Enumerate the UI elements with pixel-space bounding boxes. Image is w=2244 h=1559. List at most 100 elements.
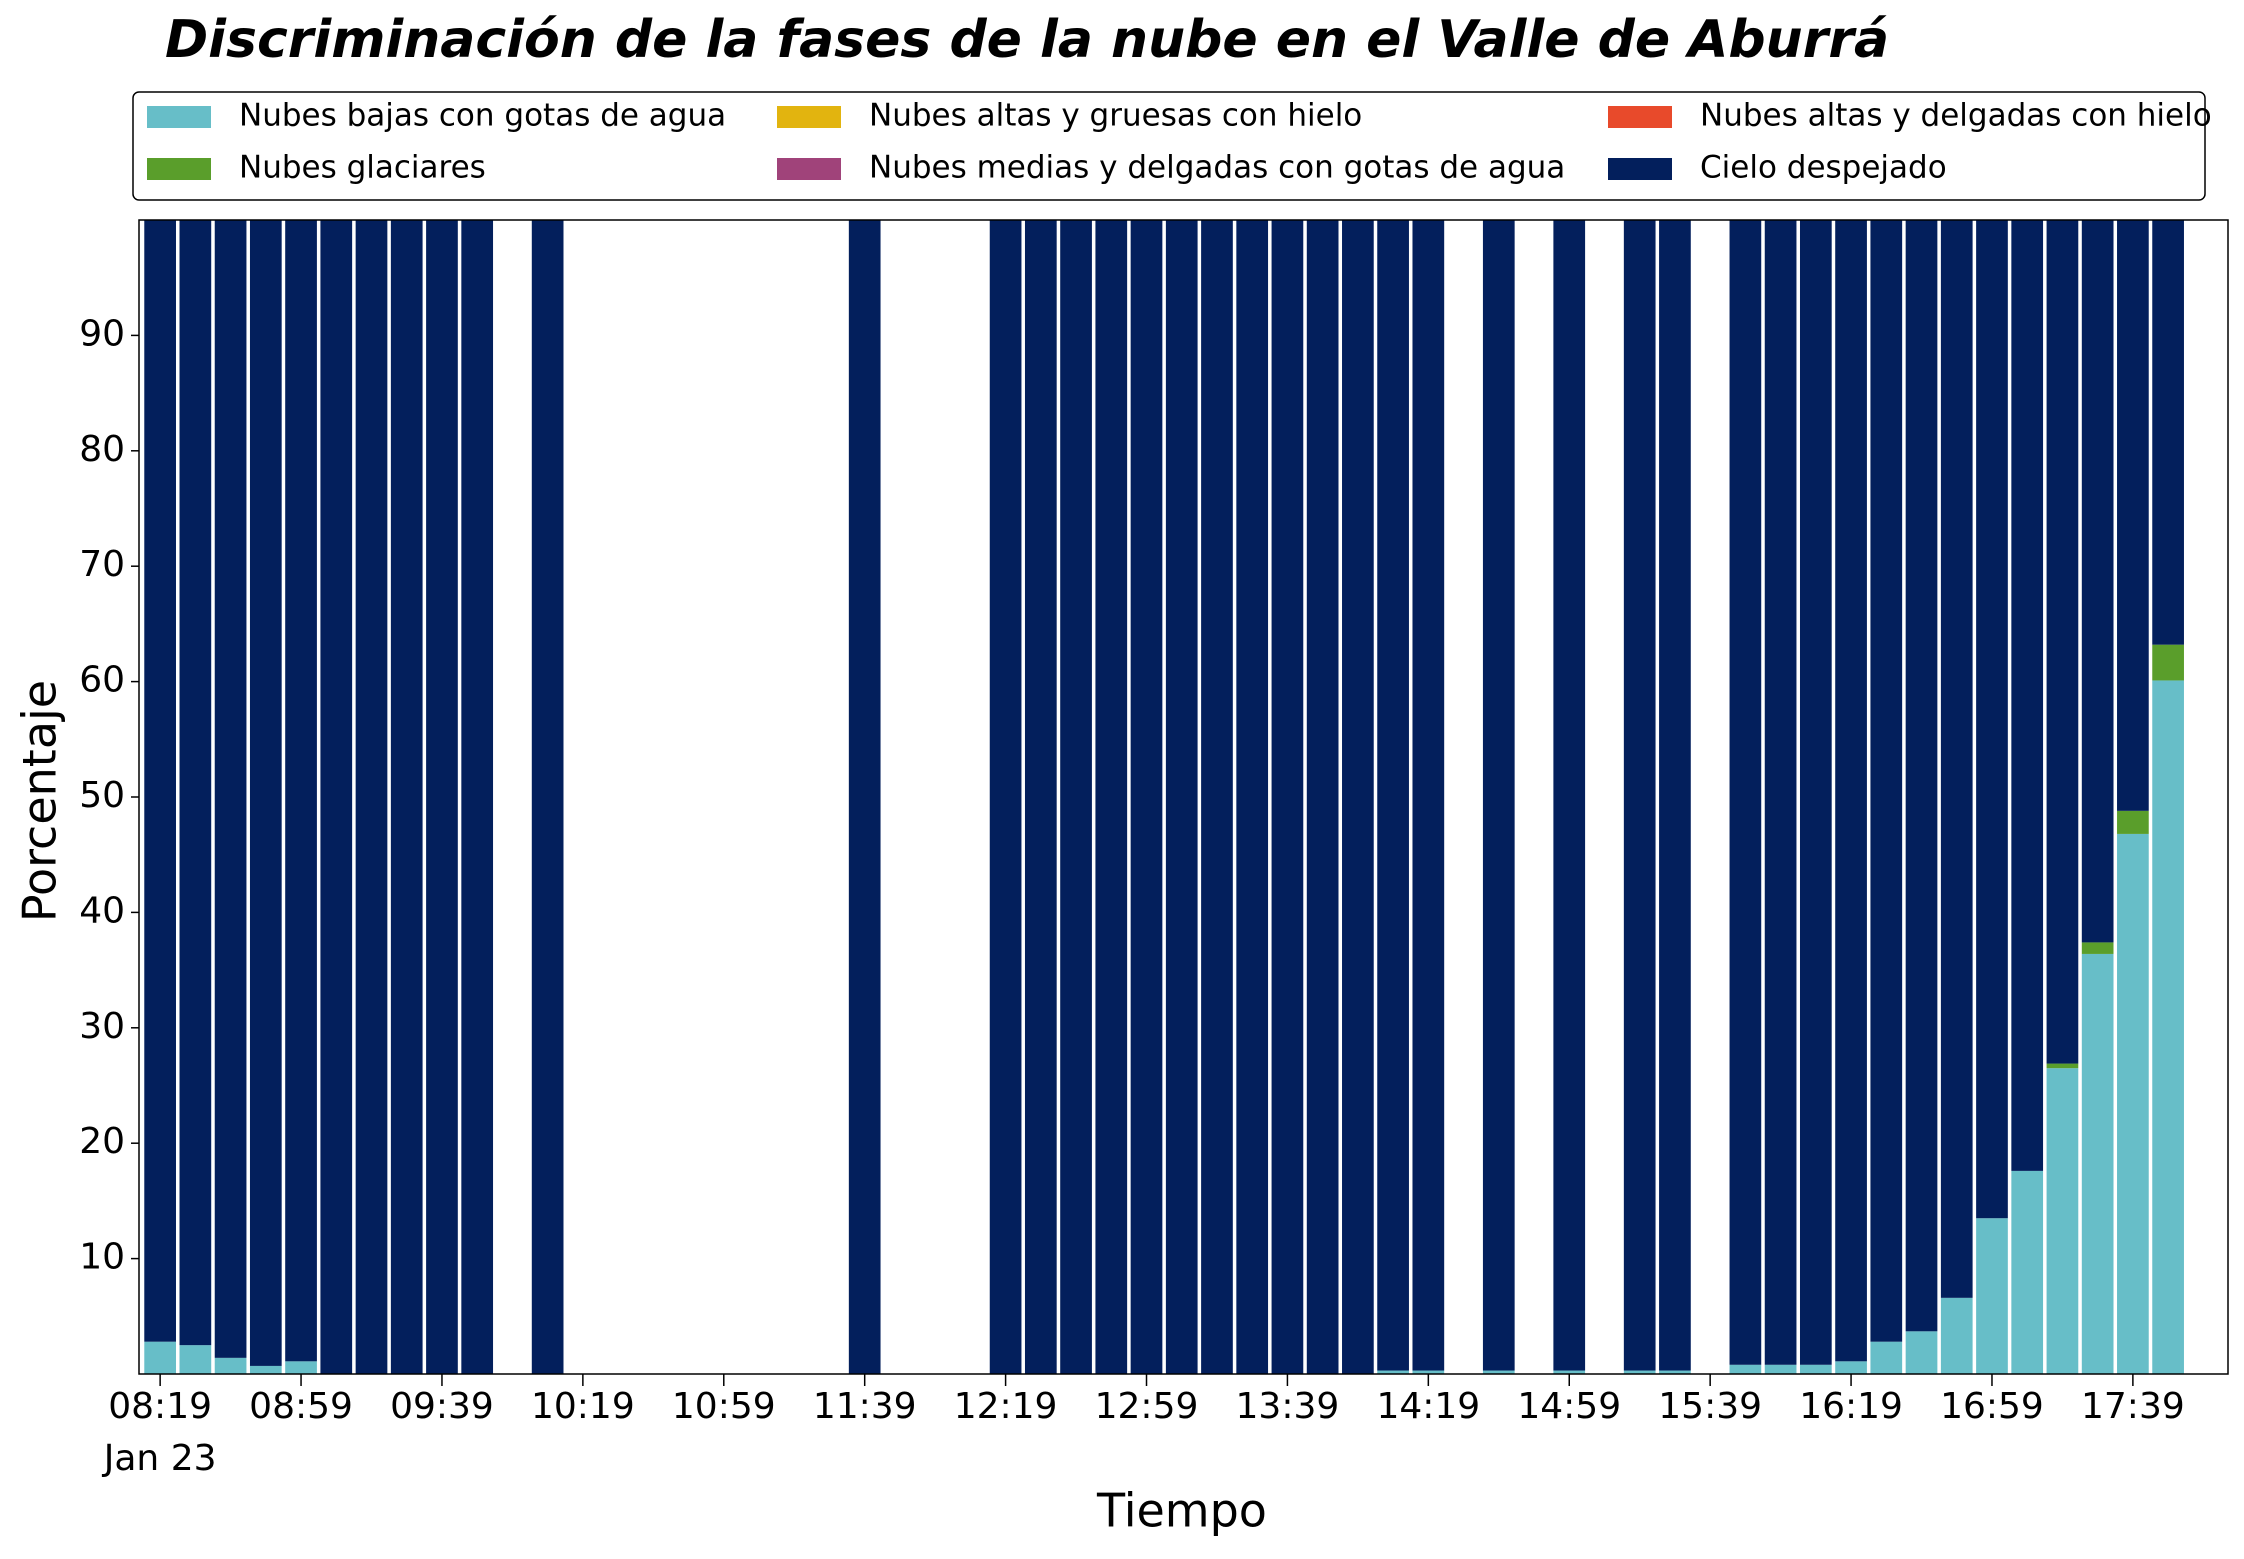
y-tick-label: 40 — [79, 890, 125, 931]
bar-segment — [2081, 942, 2114, 954]
bar-segment — [2011, 1170, 2044, 1374]
bar-segment — [1976, 1218, 2008, 1374]
bar-segment — [1799, 1364, 1832, 1374]
legend-swatch — [1608, 158, 1672, 180]
y-tick-label: 60 — [79, 660, 125, 701]
legend-label: Nubes medias y delgadas con gotas de agu… — [869, 150, 1565, 186]
y-axis-label: Porcentaje — [13, 680, 67, 922]
bar-segment — [2046, 1068, 2079, 1374]
bar-segment — [1306, 220, 1339, 1374]
bar-segment — [1482, 1370, 1515, 1374]
y-tick-label: 80 — [79, 429, 125, 470]
bar-segment — [1623, 220, 1656, 1371]
bar-segment — [1236, 220, 1269, 1374]
x-tick-label: 16:59 — [1940, 1386, 2044, 1427]
bar-segment — [1764, 220, 1797, 1365]
bar-segment — [1060, 220, 1092, 1374]
x-tick-label: 08:59 — [249, 1386, 353, 1427]
bar-segment — [2117, 220, 2149, 811]
bar-segment — [461, 220, 494, 1374]
x-tick-label: 13:39 — [1236, 1386, 1340, 1427]
bar-segment — [1271, 220, 1304, 1374]
legend-swatch — [147, 106, 211, 128]
bar-segment — [179, 220, 212, 1346]
bar-segment — [1940, 1297, 1973, 1374]
bar-segment — [1976, 220, 2008, 1219]
bar-segment — [1905, 220, 1938, 1332]
y-tick-label: 10 — [79, 1237, 125, 1278]
bar-segment — [179, 1345, 212, 1374]
bar-segment — [2152, 644, 2184, 681]
bar-segment — [1870, 220, 1903, 1342]
bar-segment — [2117, 810, 2149, 834]
x-tick-label: 14:19 — [1376, 1386, 1480, 1427]
x-tick-label: 08:19 — [108, 1386, 212, 1427]
bar-segment — [285, 220, 317, 1362]
plot-frame — [138, 219, 2229, 1375]
x-tick-label: 09:39 — [390, 1386, 494, 1427]
bar-segment — [2046, 220, 2079, 1064]
x-tick-label: 17:39 — [2081, 1386, 2185, 1427]
y-tick-label: 90 — [79, 313, 125, 354]
bar-segment — [426, 220, 458, 1374]
bar-segment — [1623, 1370, 1656, 1374]
bar-segment — [1482, 220, 1515, 1371]
bar-segment — [1729, 1364, 1762, 1374]
bar-segment — [1130, 220, 1163, 1374]
x-tick-label: 12:59 — [1095, 1386, 1199, 1427]
bar-segment — [1659, 220, 1691, 1371]
bar-segment — [249, 1365, 282, 1374]
bar-segment — [2152, 680, 2184, 1374]
bar-segment — [1799, 220, 1832, 1365]
bar-segment — [1412, 220, 1445, 1371]
x-tick-label: 11:39 — [813, 1386, 917, 1427]
bar-segment — [1165, 220, 1198, 1374]
bar-segment — [1905, 1331, 1938, 1374]
x-tick-label: 15:39 — [1658, 1386, 1762, 1427]
bar-segment — [2152, 220, 2184, 645]
bar-segment — [144, 1341, 176, 1374]
x-tick-label: 16:19 — [1799, 1386, 1903, 1427]
x-tick-label: 12:19 — [954, 1386, 1058, 1427]
legend-label: Cielo despejado — [1700, 150, 1947, 186]
bar-segment — [390, 220, 423, 1374]
x-tick-label: 10:59 — [672, 1386, 776, 1427]
x-tick-label: 10:19 — [531, 1386, 635, 1427]
legend-label: Nubes glaciares — [239, 150, 486, 186]
bar-segment — [144, 220, 176, 1342]
legend-swatch — [1608, 106, 1672, 128]
bar-segment — [531, 220, 564, 1374]
bar-segment — [848, 220, 881, 1374]
legend-swatch — [777, 106, 841, 128]
bar-segment — [1377, 220, 1409, 1371]
bar-segment — [1342, 220, 1374, 1374]
x-date-label: Jan 23 — [102, 1438, 217, 1479]
bar-segment — [1377, 1370, 1409, 1374]
chart-title: Discriminación de la fases de la nube en… — [165, 10, 1889, 70]
legend-label: Nubes bajas con gotas de agua — [239, 98, 726, 134]
bar-segment — [355, 220, 388, 1374]
bar-segment — [1870, 1341, 1903, 1374]
bar-segment — [1095, 220, 1128, 1374]
bar-segment — [1659, 1370, 1691, 1374]
x-axis-label: Tiempo — [1096, 1484, 1267, 1538]
legend-label: Nubes altas y delgadas con hielo — [1700, 98, 2212, 134]
bar-segment — [285, 1361, 317, 1374]
bar-segment — [2011, 220, 2044, 1171]
legend-box — [132, 91, 2206, 201]
bar-segment — [1835, 220, 1867, 1362]
bar-segment — [1940, 220, 1973, 1298]
legend-swatch — [147, 158, 211, 180]
bar-segment — [214, 220, 247, 1358]
bar-segment — [989, 220, 1022, 1374]
bar-segment — [1553, 1370, 1586, 1374]
legend-label: Nubes altas y gruesas con hielo — [869, 98, 1362, 134]
bar-segment — [1412, 1370, 1445, 1374]
bar-segment — [1729, 220, 1762, 1365]
bar-segment — [2046, 1063, 2079, 1069]
x-tick-label: 14:59 — [1517, 1386, 1621, 1427]
bar-segment — [320, 220, 353, 1374]
y-tick-label: 30 — [79, 1006, 125, 1047]
bar-segment — [1835, 1361, 1867, 1374]
